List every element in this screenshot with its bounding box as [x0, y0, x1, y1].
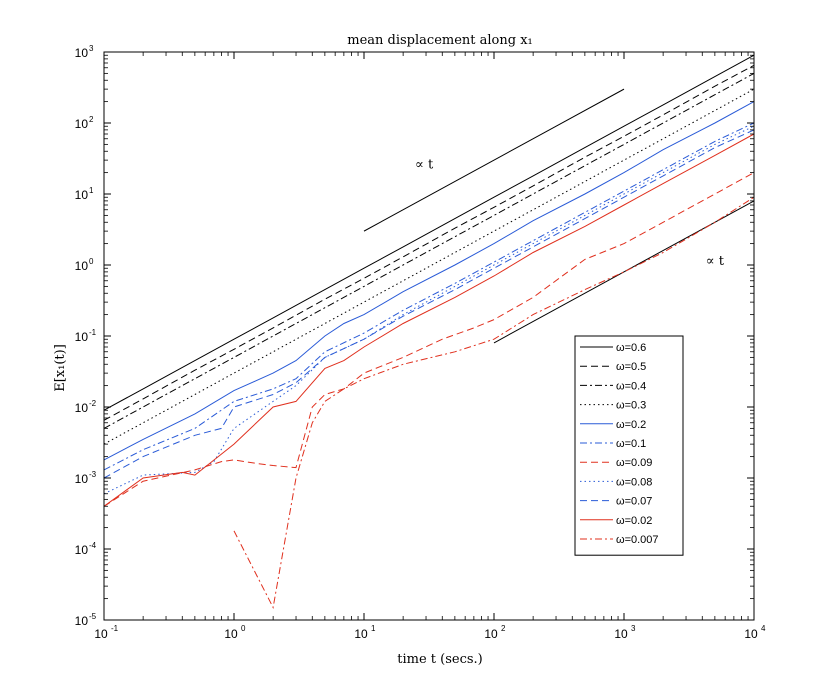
y-tick-label: 10 [75, 46, 89, 60]
y-tick-exponent: -3 [89, 470, 97, 479]
y-tick-label: 10 [75, 117, 89, 131]
x-tick-label: 10 [614, 627, 628, 641]
x-tick-exponent: 0 [241, 624, 246, 633]
legend-entry: ω=0.3 [616, 400, 646, 412]
annotation-label: ∝ t [706, 254, 725, 269]
annotations: ∝ t ∝ t [415, 157, 725, 269]
y-tick-exponent: 3 [89, 44, 94, 53]
x-tick-label: 10 [94, 627, 108, 641]
legend-box [574, 335, 684, 556]
y-tick-label: 10 [75, 188, 89, 202]
legend-entry: ω=0.4 [616, 380, 646, 392]
series-line-6 [103, 172, 755, 507]
legend-entry: ω=0.5 [616, 361, 646, 373]
series-line-1 [103, 64, 755, 421]
series-line-9 [103, 133, 755, 507]
x-tick-exponent: 1 [371, 624, 376, 633]
x-tick-label: 10 [744, 627, 758, 641]
series-line-0 [103, 54, 755, 411]
legend-entry: ω=0.09 [616, 457, 652, 469]
series-line-7 [103, 125, 755, 495]
x-tick-exponent: 3 [631, 624, 636, 633]
x-tick-label: 10 [354, 627, 368, 641]
series-lines [103, 54, 755, 610]
series-line-2 [103, 72, 755, 429]
reference-line [363, 88, 625, 232]
y-tick-exponent: -5 [89, 612, 97, 621]
y-tick-exponent: -1 [89, 328, 97, 337]
x-axis-label: time t (secs.) [397, 652, 482, 667]
annotation-label: ∝ t [415, 157, 434, 172]
series-line-5 [103, 122, 755, 471]
series-line-8 [103, 129, 755, 479]
y-tick-label: 10 [75, 543, 89, 557]
legend-entry: ω=0.07 [616, 496, 652, 508]
x-tick-exponent: 4 [761, 624, 766, 633]
y-tick-label: 10 [75, 401, 89, 415]
y-axis-label: E[x₁(t)] [53, 344, 68, 392]
x-tick-exponent: -1 [111, 624, 119, 633]
series-line-10 [233, 196, 755, 610]
legend-entry: ω=0.1 [616, 438, 646, 450]
series-line-4 [103, 101, 755, 461]
series-line-3 [103, 88, 755, 445]
legend: ω=0.6 ω=0.5 ω=0.4 ω=0.3 ω=0.2 ω=0.1 ω=0.09 ω=0.… [574, 335, 684, 556]
legend-entry: ω=0.08 [616, 476, 652, 488]
y-tick-label: 10 [75, 330, 89, 344]
y-tick-exponent: 1 [89, 186, 94, 195]
y-tick-label: 10 [75, 614, 89, 628]
y-tick-exponent: 0 [89, 257, 94, 266]
y-tick-exponent: -2 [89, 399, 97, 408]
chart-title: mean displacement along x₁ [347, 33, 533, 48]
legend-entry: ω=0.2 [616, 419, 646, 431]
y-tick-exponent: 2 [89, 115, 94, 124]
x-tick-label: 10 [224, 627, 238, 641]
y-tick-label: 10 [75, 472, 89, 486]
y-tick-exponent: -4 [89, 541, 97, 550]
y-tick-label: 10 [75, 259, 89, 273]
x-tick-exponent: 2 [501, 624, 506, 633]
x-tick-label: 10 [484, 627, 498, 641]
legend-entry: ω=0.007 [616, 534, 659, 546]
legend-entry: ω=0.6 [616, 342, 646, 354]
legend-entry: ω=0.02 [616, 515, 652, 527]
